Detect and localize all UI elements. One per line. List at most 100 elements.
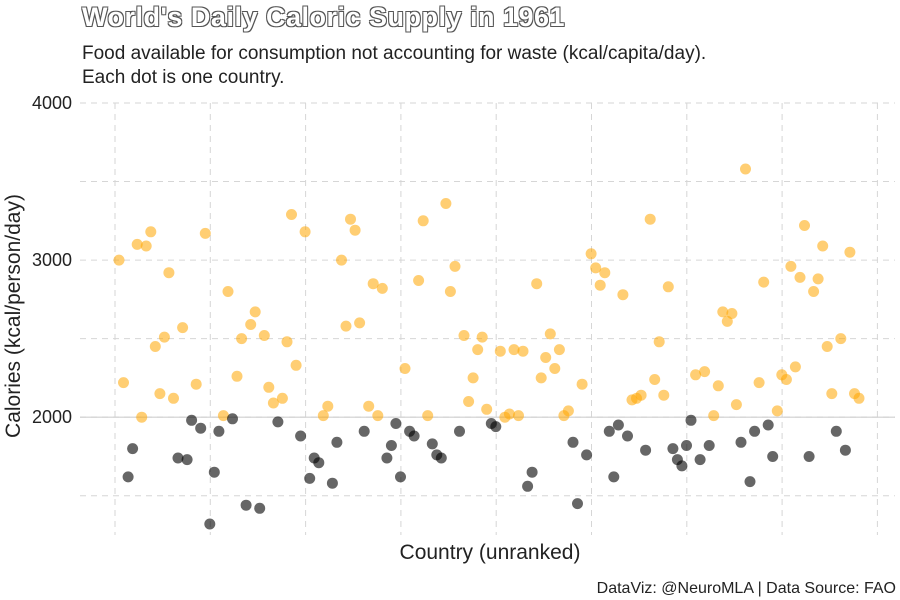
data-point (785, 260, 797, 272)
data-point (213, 425, 225, 437)
data-point (417, 215, 429, 227)
data-point (136, 411, 148, 423)
data-point (313, 457, 325, 469)
data-point (186, 414, 198, 426)
data-point (444, 286, 456, 297)
data-point (195, 422, 207, 434)
data-point (771, 405, 783, 417)
data-point (817, 240, 829, 252)
data-point (667, 443, 679, 455)
data-point (295, 430, 307, 442)
data-point (385, 440, 397, 451)
data-point (227, 413, 238, 425)
data-point (503, 408, 515, 420)
data-point (576, 378, 588, 390)
data-point (168, 392, 179, 404)
y-axis: 2000 3000 4000 (32, 93, 72, 427)
data-point (172, 452, 184, 464)
data-point (830, 425, 842, 437)
data-point (635, 389, 647, 401)
data-point (708, 410, 720, 422)
data-point (835, 333, 847, 345)
data-point (690, 369, 702, 381)
data-point (217, 410, 229, 422)
data-point (531, 278, 543, 290)
data-point (240, 499, 252, 511)
data-point (844, 246, 856, 258)
data-point (390, 418, 402, 429)
data-point (340, 320, 352, 332)
data-point (122, 471, 134, 483)
data-point (118, 377, 129, 389)
data-point (363, 400, 375, 412)
data-point (290, 359, 302, 371)
data-point (699, 366, 711, 378)
data-point (354, 317, 366, 329)
data-point (594, 279, 606, 291)
data-point (535, 372, 547, 384)
data-point (358, 425, 370, 437)
data-point (326, 477, 338, 489)
data-point (572, 498, 583, 510)
data-point (749, 425, 761, 437)
data-point (585, 248, 597, 260)
data-point (367, 278, 379, 290)
data-point (767, 451, 779, 462)
data-point (703, 440, 715, 451)
data-point (590, 262, 602, 274)
data-point (458, 330, 470, 341)
data-point (653, 336, 665, 348)
data-point (299, 226, 311, 238)
data-point (190, 378, 202, 390)
data-point (258, 330, 270, 341)
data-point (544, 328, 556, 340)
chart-subtitle: Food available for consumption not accou… (82, 43, 707, 88)
data-point (762, 419, 774, 431)
data-point (476, 331, 488, 343)
data-point (685, 414, 697, 426)
data-point (336, 254, 347, 266)
data-point (245, 319, 257, 330)
data-point (113, 254, 125, 266)
data-point (236, 333, 248, 345)
data-point (853, 392, 865, 404)
data-point (408, 430, 420, 442)
data-point (286, 209, 297, 220)
data-point (449, 260, 461, 272)
data-point (789, 361, 801, 373)
y-axis-title: Calories (kcal/person/day) (2, 194, 25, 438)
data-point (662, 281, 674, 293)
data-point (272, 416, 284, 428)
data-point (467, 372, 479, 384)
data-point (494, 345, 506, 357)
data-point (199, 227, 211, 239)
data-point (372, 410, 384, 422)
data-point (154, 388, 166, 400)
data-point (513, 410, 524, 422)
data-point (599, 267, 611, 279)
data-point (821, 341, 833, 352)
data-point (730, 399, 742, 411)
data-point (345, 213, 356, 225)
data-point (517, 345, 529, 357)
y-tick-label: 4000 (32, 93, 72, 113)
data-point (158, 331, 170, 343)
data-point (208, 466, 220, 478)
data-point (177, 322, 189, 334)
data-point (422, 410, 434, 422)
data-point (622, 430, 633, 442)
x-axis-title: Country (unranked) (400, 541, 581, 564)
data-point (522, 480, 534, 492)
data-point (322, 400, 334, 412)
data-point (758, 276, 770, 288)
data-point (395, 471, 406, 483)
data-point (304, 472, 316, 484)
data-point (149, 341, 161, 352)
data-point (454, 425, 465, 437)
data-point (526, 466, 538, 478)
data-point (549, 363, 561, 374)
data-point (399, 363, 411, 374)
chart-title: World's Daily Caloric Supply in 1961 (82, 2, 566, 32)
grid (80, 102, 895, 535)
